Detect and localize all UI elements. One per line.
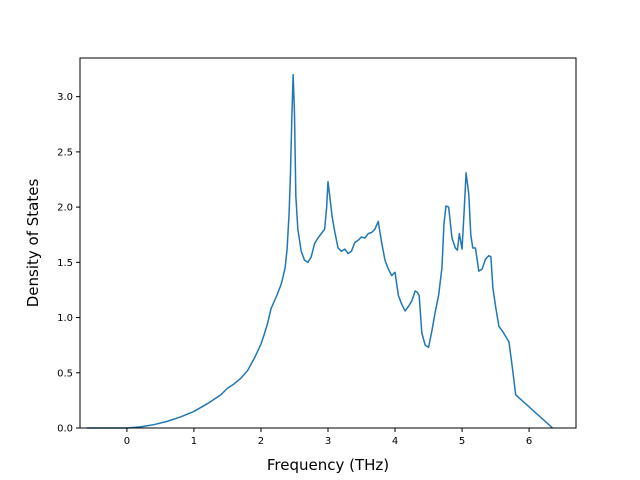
y-tick-label: 2.0 xyxy=(57,203,73,214)
y-tick-label: 0.5 xyxy=(57,368,73,379)
y-tick-label: 2.5 xyxy=(57,147,73,158)
x-axis-label: Frequency (THz) xyxy=(267,456,389,474)
plot-area xyxy=(86,73,554,429)
x-tick-label: 2 xyxy=(258,436,264,447)
x-tick-label: 5 xyxy=(459,436,465,447)
x-tick-label: 3 xyxy=(325,436,331,447)
x-tick-label: 0 xyxy=(124,436,130,447)
x-tick-label: 1 xyxy=(191,436,197,447)
x-tick-label: 4 xyxy=(392,436,398,447)
plot-frame xyxy=(79,57,577,429)
y-tick-label: 1.5 xyxy=(57,258,73,269)
y-axis-label: Density of States xyxy=(24,179,42,308)
x-tick-label: 6 xyxy=(526,436,532,447)
axis-ticks: 0 1 2 3 4 5 6 0.0 0.5 1.0 1.5 2.0 2.5 3.0 xyxy=(57,92,532,447)
y-tick-label: 3.0 xyxy=(57,92,73,103)
y-tick-label: 1.0 xyxy=(57,313,73,324)
y-tick-label: 0.0 xyxy=(57,424,73,435)
dos-series-line xyxy=(86,73,554,429)
